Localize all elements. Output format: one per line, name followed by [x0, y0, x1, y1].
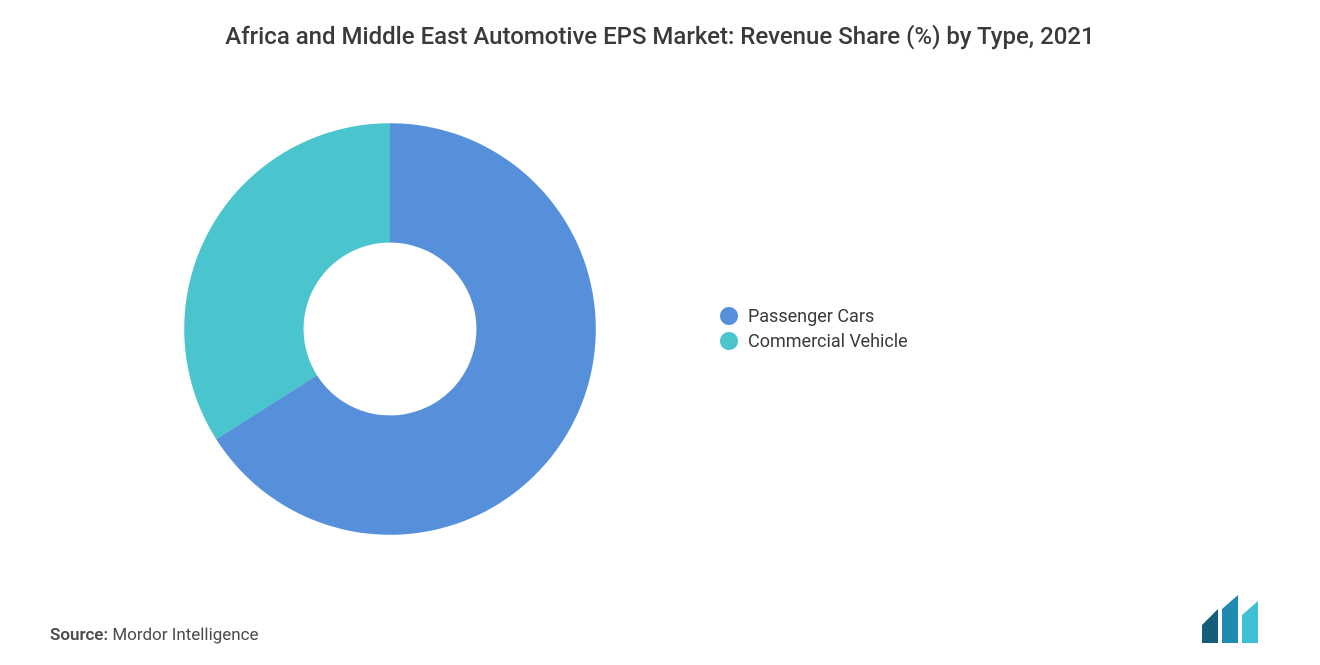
chart-main-area: Passenger Cars Commercial Vehicle [50, 72, 1270, 585]
legend-label: Passenger Cars [748, 306, 874, 327]
donut-svg [180, 119, 600, 539]
legend-label: Commercial Vehicle [748, 331, 908, 352]
source-text: Mordor Intelligence [112, 625, 258, 645]
legend-item-passenger-cars: Passenger Cars [720, 306, 908, 327]
chart-container: Africa and Middle East Automotive EPS Ma… [0, 0, 1320, 665]
chart-title: Africa and Middle East Automotive EPS Ma… [50, 20, 1270, 52]
legend-swatch-icon [720, 332, 738, 350]
legend-swatch-icon [720, 307, 738, 325]
donut-chart [180, 119, 600, 539]
mordor-logo-icon [1200, 595, 1270, 645]
donut-slice [184, 123, 390, 439]
legend: Passenger Cars Commercial Vehicle [720, 306, 908, 352]
source-label: Source: [50, 625, 108, 645]
source-attribution: Source: Mordor Intelligence [50, 625, 259, 645]
footer: Source: Mordor Intelligence [50, 585, 1270, 645]
legend-item-commercial-vehicle: Commercial Vehicle [720, 331, 908, 352]
